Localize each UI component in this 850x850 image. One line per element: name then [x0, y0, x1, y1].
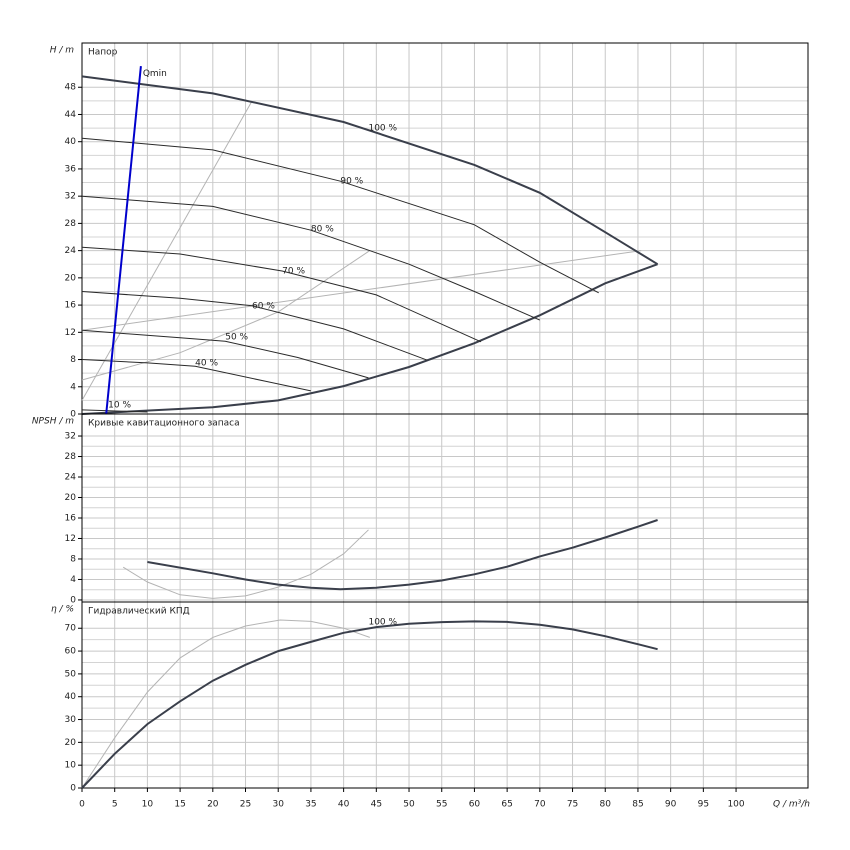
y-tick-label: 10: [65, 761, 77, 771]
y-tick-label: 20: [65, 273, 77, 283]
curve: [81, 291, 428, 361]
y-tick-label: 24: [65, 473, 77, 483]
y-tick-label: 8: [70, 355, 76, 365]
curve-label: 100 %: [368, 124, 397, 134]
x-tick-label: 55: [436, 800, 447, 810]
y-tick-label: 8: [70, 554, 76, 564]
y-tick-label: 48: [65, 83, 77, 93]
x-tick-label: 30: [272, 800, 284, 810]
curve-label: 70 %: [282, 267, 305, 277]
plot-frame: [81, 601, 809, 789]
x-tick-label: 45: [371, 800, 382, 810]
curve-label: 40 %: [195, 358, 218, 368]
y-axis-label: NPSH / m: [32, 417, 74, 427]
y-tick-label: 36: [65, 164, 77, 174]
curve: [81, 100, 253, 401]
curve: [81, 195, 541, 321]
y-tick-label: 20: [65, 493, 77, 503]
y-tick-label: 12: [65, 534, 76, 544]
y-tick-label: 28: [65, 219, 77, 229]
x-tick-label: 40: [338, 800, 350, 810]
y-tick-label: 4: [70, 382, 76, 392]
panel-title: Кривые кавитационного запаса: [88, 419, 240, 429]
curve: [105, 66, 142, 415]
y-tick-label: 32: [65, 192, 76, 202]
curve: [81, 246, 482, 343]
curve: [81, 329, 369, 379]
x-tick-label: 70: [534, 800, 546, 810]
x-tick-label: 65: [501, 800, 512, 810]
x-tick-label: 20: [207, 800, 219, 810]
x-tick-label: 15: [174, 800, 185, 810]
y-axis-label: η / %: [51, 605, 74, 615]
y-tick-label: 16: [65, 301, 77, 311]
x-tick-label: 10: [142, 800, 154, 810]
curve: [122, 529, 369, 599]
curve-label: 100 %: [368, 618, 397, 628]
curve: [147, 519, 658, 591]
curve: [81, 409, 148, 413]
curve: [81, 250, 642, 331]
plot-frame: [81, 42, 809, 415]
y-tick-label: 24: [65, 246, 77, 256]
y-tick-label: 44: [65, 110, 77, 120]
panel-title: Напор: [88, 48, 118, 58]
y-tick-label: 4: [70, 575, 76, 585]
y-tick-label: 70: [65, 624, 77, 634]
x-tick-label: 90: [665, 800, 677, 810]
y-tick-label: 32: [65, 432, 76, 442]
curve-label: 10 %: [108, 401, 131, 411]
curve-label: 90 %: [340, 177, 363, 187]
y-tick-label: 40: [65, 692, 77, 702]
y-tick-label: 0: [70, 784, 76, 794]
y-tick-label: 30: [65, 715, 77, 725]
curve: [81, 359, 312, 392]
y-tick-label: 40: [65, 137, 77, 147]
x-axis-label: Q / m³/h: [773, 800, 810, 810]
x-tick-label: 60: [469, 800, 481, 810]
x-tick-label: 35: [305, 800, 316, 810]
curve-label: 80 %: [311, 224, 334, 234]
y-tick-label: 16: [65, 513, 77, 523]
curve-label: 50 %: [225, 333, 248, 343]
x-tick-label: 25: [240, 800, 251, 810]
y-tick-label: 12: [65, 328, 76, 338]
y-tick-label: 20: [65, 738, 77, 748]
x-tick-label: 75: [567, 800, 578, 810]
curve-label: 60 %: [252, 301, 275, 311]
curve: [81, 619, 370, 789]
curve: [81, 263, 658, 415]
panel-title: Гидравлический КПД: [88, 607, 190, 617]
x-tick-label: 95: [698, 800, 709, 810]
y-tick-label: 0: [70, 410, 76, 420]
curve: [81, 620, 658, 789]
y-tick-label: 0: [70, 595, 76, 605]
y-tick-label: 60: [65, 647, 77, 657]
curve: [81, 250, 371, 381]
y-axis-label: H / m: [50, 46, 75, 56]
x-tick-label: 100: [727, 800, 744, 810]
x-tick-label: 5: [112, 800, 118, 810]
curve-label: Qmin: [143, 69, 167, 79]
y-tick-label: 28: [65, 452, 77, 462]
curve: [81, 75, 659, 266]
x-tick-label: 50: [403, 800, 415, 810]
x-tick-label: 80: [600, 800, 612, 810]
curve: [81, 137, 599, 294]
y-tick-label: 50: [65, 669, 77, 679]
x-tick-label: 85: [632, 800, 643, 810]
x-tick-label: 0: [79, 800, 85, 810]
